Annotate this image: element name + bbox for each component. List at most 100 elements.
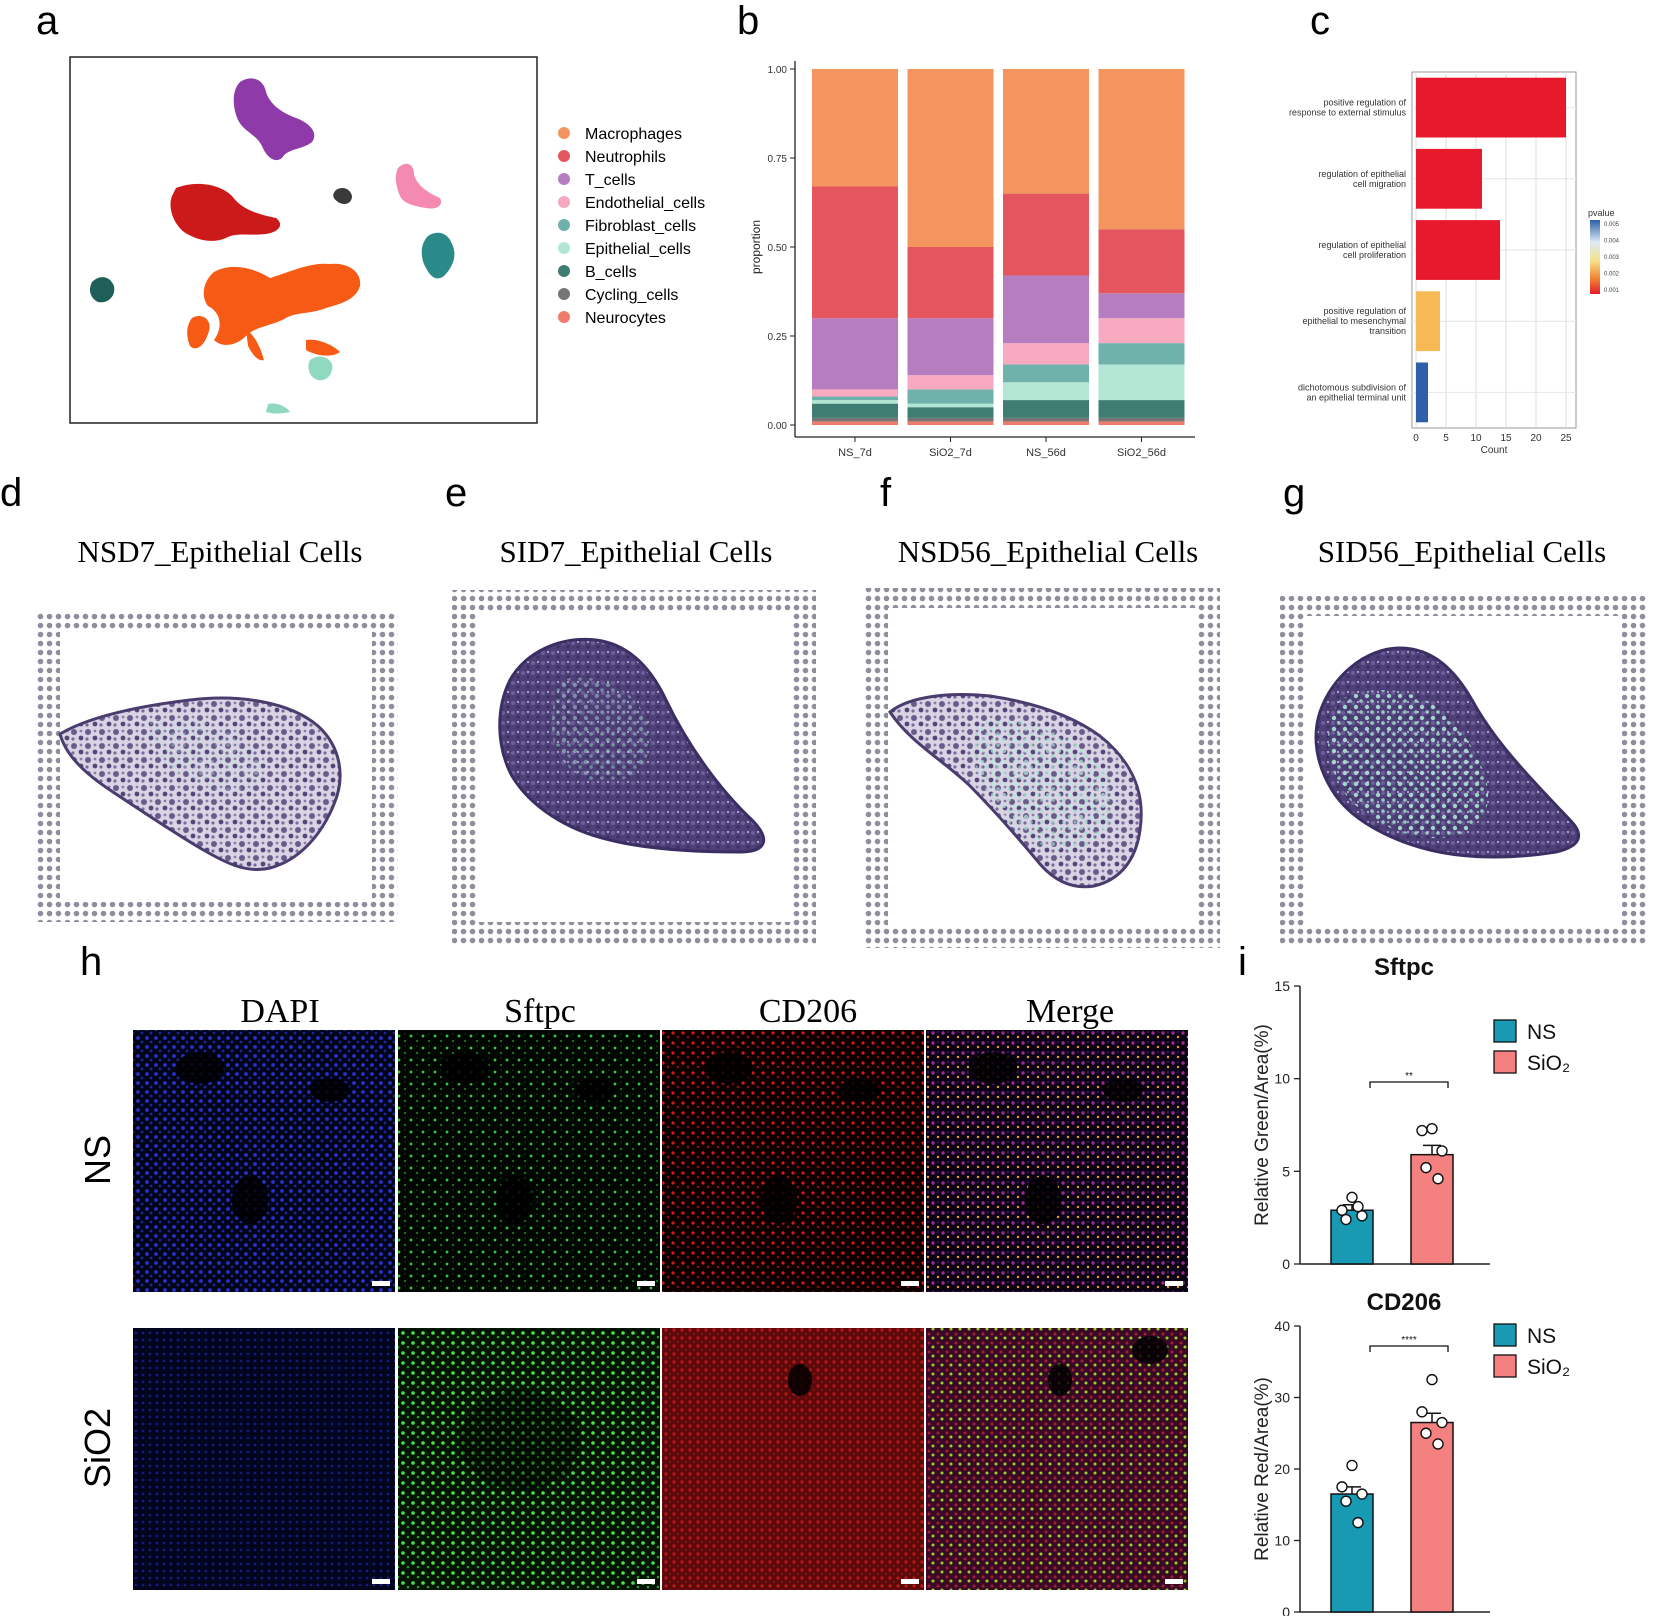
go-bar: [1416, 362, 1428, 423]
legend-label: SiO₂: [1527, 1052, 1570, 1075]
if-column-label-sftpc: Sftpc: [504, 993, 576, 1030]
data-point: [1346, 1191, 1358, 1203]
legend-dot: [558, 196, 570, 208]
bar-segment-neurocytes: [1098, 421, 1185, 425]
legend-entry: Neutrophils: [558, 149, 666, 166]
data-point: [1416, 1406, 1428, 1418]
data-point: [1340, 1495, 1352, 1507]
bar-sio2: [1410, 1153, 1454, 1265]
data-point: [1340, 1213, 1352, 1226]
scale-bar: [637, 1281, 655, 1286]
y-tick-label: 10: [1274, 1533, 1290, 1549]
umap-cluster-b-cells: [90, 277, 115, 303]
go-term-label: positive regulation of epithelial to mese…: [1302, 306, 1406, 336]
bar-segment-neutrophils: [1098, 229, 1185, 294]
bar-segment-fibroblast-cells: [1003, 364, 1089, 383]
legend-entry: Neurocytes: [558, 310, 666, 327]
go-term-label: positive regulation of response to extern…: [1289, 98, 1407, 118]
go-bar: [1416, 148, 1482, 209]
chart-title: Sftpc: [1374, 954, 1434, 981]
panel-letters: a b c d e f g h i: [0, 0, 1330, 984]
go-bar: [1416, 77, 1566, 138]
go-term-line: an epithelial terminal unit: [1306, 392, 1406, 402]
x-tick-label: 10: [1470, 433, 1482, 444]
spatial-title-f: NSD56_Epithelial Cells: [898, 534, 1199, 569]
bar-segment-fibroblast-cells: [1098, 343, 1185, 365]
go-term-label: regulation of epithelial cell proliferati…: [1318, 240, 1406, 260]
data-point: [1420, 1161, 1432, 1174]
legend-entry: Macrophages: [558, 126, 682, 143]
legend-dot: [558, 219, 570, 231]
umap-cluster-macrophages-tail: [187, 315, 210, 349]
go-bar: [1416, 291, 1440, 352]
legend-label: T_cells: [585, 172, 636, 189]
y-tick-label: 40: [1274, 1318, 1290, 1334]
bar-segment-endothelial-cells: [907, 375, 994, 390]
significance-bracket: [1369, 1081, 1449, 1088]
if-image-ns-merge: [926, 1030, 1188, 1292]
bar-segment-cycling-cells: [1098, 417, 1185, 422]
bar-segment-b-cells: [907, 407, 994, 418]
go-term-line: regulation of epithelial: [1318, 240, 1406, 250]
spatial-g: [1280, 596, 1646, 946]
legend-title: pvalue: [1588, 208, 1615, 218]
umap-cluster-mac-small: [306, 339, 340, 356]
legend-label: NS: [1527, 1021, 1556, 1044]
panel-letter-i: i: [1238, 940, 1247, 984]
bar-segment-epithelial-cells: [1003, 382, 1089, 401]
umap-cluster-t-cells: [233, 78, 315, 161]
bar-segment-macrophages: [907, 69, 994, 247]
legend-entry: B_cells: [558, 264, 637, 281]
bar-segment-b-cells: [1003, 400, 1089, 418]
data-point: [1352, 1516, 1364, 1529]
spatial-title-g: SID56_Epithelial Cells: [1318, 534, 1606, 569]
y-axis-label: Relative Green/Area(%): [1252, 1024, 1273, 1226]
x-tick-label: 15: [1500, 433, 1512, 444]
umap-cluster-epithelial: [308, 356, 333, 381]
significance-label: ****: [1401, 1335, 1417, 1346]
data-point: [1426, 1123, 1438, 1135]
bar-sio2: [1410, 1421, 1454, 1613]
panel-letter-c: c: [1310, 0, 1330, 43]
panel-letter-a: a: [36, 0, 59, 43]
epithelial-spots: [1327, 690, 1489, 839]
y-tick-label: 0.00: [768, 421, 788, 432]
chart-title: CD206: [1367, 1289, 1442, 1316]
legend-tick-label: 0.005: [1604, 222, 1620, 228]
legend-swatch-ns: [1493, 1323, 1517, 1347]
x-tick-label: SiO2_56d: [1117, 447, 1166, 459]
bar-segment-macrophages: [1003, 69, 1089, 194]
x-tick-label: 5: [1443, 433, 1449, 444]
x-tick-label: 20: [1530, 433, 1542, 444]
data-point: [1420, 1427, 1432, 1439]
panel-letter-g: g: [1283, 471, 1305, 515]
bar-segment-macrophages: [812, 69, 898, 187]
legend-label: Neurocytes: [585, 310, 666, 327]
epithelial-spots: [551, 677, 651, 783]
data-point: [1352, 1200, 1364, 1213]
panel-letter-d: d: [0, 471, 22, 515]
legend-swatch-sio2: [1493, 1050, 1517, 1074]
x-tick-label: 0: [1413, 433, 1419, 444]
legend-tick-label: 0.001: [1604, 288, 1620, 294]
panel-letter-h: h: [80, 940, 102, 984]
x-tick-label: SiO2_7d: [929, 447, 972, 459]
legend-tick-label: 0.002: [1604, 272, 1620, 278]
panel-a-umap: [69, 56, 538, 424]
bar-segment-fibroblast-cells: [907, 389, 994, 404]
legend-entry: Cycling_cells: [558, 287, 678, 304]
x-axis-label: Count: [1481, 445, 1508, 456]
go-term-line: dichotomous subdivision of: [1298, 382, 1407, 392]
legend-label: Neutrophils: [585, 149, 666, 166]
scale-bar: [1165, 1579, 1183, 1584]
epithelial-spots: [150, 718, 262, 794]
data-point: [1436, 1145, 1448, 1157]
data-point: [1336, 1204, 1348, 1216]
chart-i-sftpc: Sftpc 0 5 10 15 Relative Green/Area(%) ** NS SiO…: [1252, 954, 1570, 1272]
legend-label: B_cells: [585, 264, 637, 281]
y-tick-label: 0: [1282, 1256, 1290, 1272]
bar-segment-macrophages: [1098, 69, 1185, 230]
spatial-d: [36, 612, 398, 922]
legend-dot: [558, 127, 570, 139]
